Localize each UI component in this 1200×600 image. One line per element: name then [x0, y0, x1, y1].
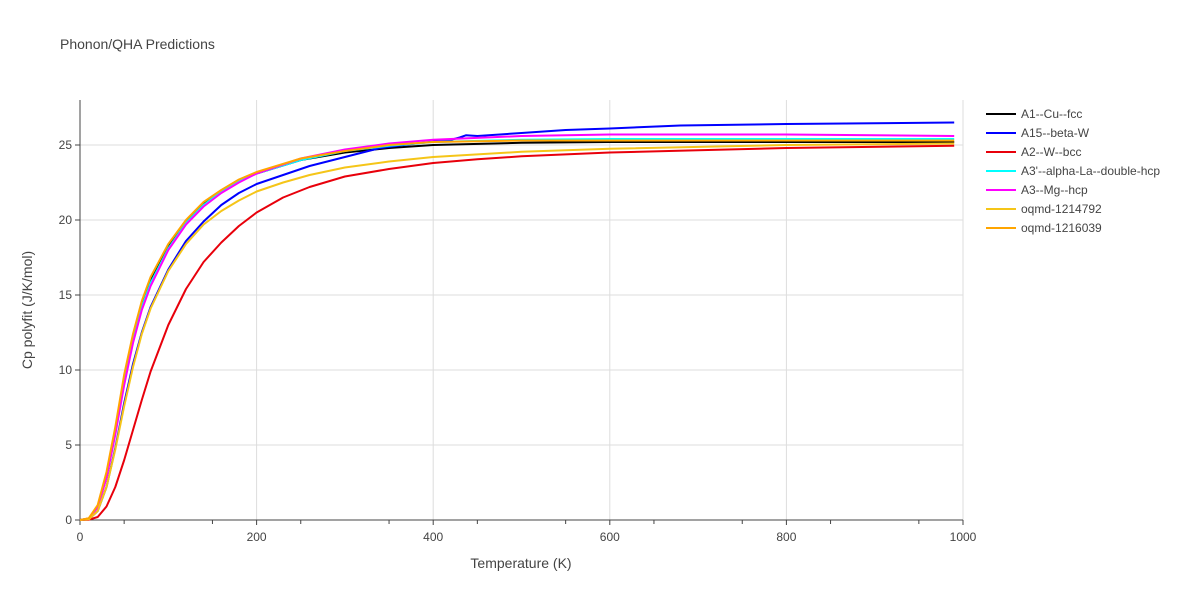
y-axis-title: Cp polyfit (J/K/mol) [19, 251, 35, 369]
legend-label: A3--Mg--hcp [1021, 183, 1088, 197]
y-tick-label: 15 [59, 288, 73, 302]
legend-item[interactable]: A15--beta-W [986, 126, 1090, 140]
legend-label: oqmd-1216039 [1021, 221, 1102, 235]
grid [80, 100, 964, 520]
y-tick-label: 5 [65, 438, 72, 452]
x-tick-label: 200 [247, 530, 267, 544]
series-line-5 [79, 142, 955, 521]
chart-title: Phonon/QHA Predictions [60, 36, 215, 52]
legend-item[interactable]: A3'--alpha-La--double-hcp [986, 164, 1160, 178]
legend-item[interactable]: oqmd-1214792 [986, 202, 1102, 216]
x-tick-label: 1000 [950, 530, 977, 544]
series-line-6 [79, 139, 955, 521]
y-tick-label: 10 [59, 363, 73, 377]
x-tick-label: 400 [423, 530, 443, 544]
legend-label: A3'--alpha-La--double-hcp [1021, 164, 1160, 178]
y-tick-label: 0 [65, 513, 72, 527]
series-line-1 [79, 121, 955, 521]
legend-item[interactable]: A3--Mg--hcp [986, 183, 1088, 197]
ticks: 0 200 400 600 800 1000 0 5 10 15 20 25 [59, 138, 977, 544]
x-tick-label: 0 [77, 530, 84, 544]
legend: A1--Cu--fcc A15--beta-W A2--W--bcc A3'--alp… [986, 107, 1160, 235]
legend-item[interactable]: oqmd-1216039 [986, 221, 1102, 235]
legend-item[interactable]: A1--Cu--fcc [986, 107, 1082, 121]
series-lines [79, 121, 955, 521]
y-tick-label: 20 [59, 213, 73, 227]
x-tick-label: 600 [600, 530, 620, 544]
legend-label: oqmd-1214792 [1021, 202, 1102, 216]
legend-item[interactable]: A2--W--bcc [986, 145, 1081, 159]
y-tick-label: 25 [59, 138, 73, 152]
series-line-4 [79, 133, 955, 521]
x-axis-title: Temperature (K) [470, 555, 571, 571]
axes [79, 100, 963, 521]
legend-label: A1--Cu--fcc [1021, 107, 1082, 121]
x-tick-label: 800 [776, 530, 796, 544]
legend-label: A15--beta-W [1021, 126, 1090, 140]
series-line-2 [79, 144, 955, 521]
legend-label: A2--W--bcc [1021, 145, 1081, 159]
